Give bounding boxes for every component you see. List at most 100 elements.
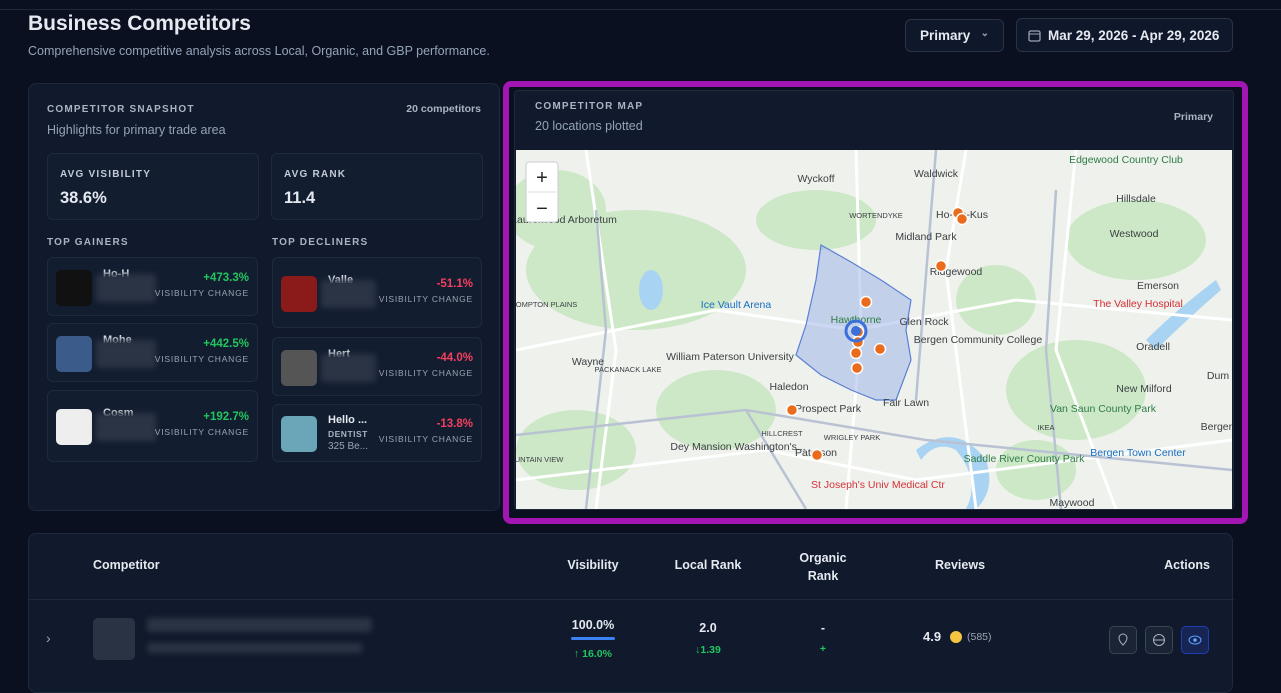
map-scope: Primary <box>1173 111 1213 123</box>
location-pin <box>810 448 824 462</box>
thumbnail <box>56 269 92 306</box>
map-label: Hillsdale <box>1116 193 1156 205</box>
redacted <box>96 273 156 302</box>
snapshot-card: COMPETITOR SNAPSHOT 20 competitors Highl… <box>28 83 500 511</box>
competitor-table <box>28 533 1234 693</box>
column-header: Competitor <box>93 558 160 572</box>
map-label: Saddle River County Park <box>964 453 1086 465</box>
map-label: Waldwick <box>914 168 959 180</box>
highlight-frame <box>503 81 1248 524</box>
thumbnail <box>56 335 92 372</box>
location-pin <box>849 346 863 360</box>
calendar-icon <box>1028 30 1041 42</box>
scope-label: Primary <box>920 28 971 43</box>
map-label: Bergen Town Center <box>1090 447 1186 459</box>
map-subheading: 20 locations plotted <box>535 119 643 133</box>
map-label: Emerson <box>1137 280 1179 292</box>
change-label: VISIBILITY CHANGE <box>154 353 249 364</box>
visibility-change: +473.3% <box>203 271 249 284</box>
local-rank: 2.0 <box>699 621 717 635</box>
competitor-count: 20 competitors <box>406 103 481 115</box>
map-label: Ice Vault Arena <box>701 299 772 311</box>
view-button[interactable] <box>1181 626 1209 654</box>
stat-value: 11.4 <box>284 189 316 207</box>
visibility-bar <box>571 637 615 640</box>
location-pin <box>934 259 948 273</box>
map-label: New Milford <box>1116 383 1172 395</box>
date-range: Mar 29, 2026 - Apr 29, 2026 <box>1048 28 1220 43</box>
mover-item: Ho-H+473.3%VISIBILITY CHANGE <box>47 257 258 316</box>
stat-value: 38.6% <box>60 189 107 207</box>
zoom-out[interactable]: − <box>536 198 548 220</box>
competitor-name: Hello ... <box>328 414 368 426</box>
thumbnail <box>281 349 317 386</box>
map-label: Maywood <box>1050 497 1095 509</box>
mover-item: Valle-51.1%VISIBILITY CHANGE <box>272 257 482 328</box>
address: 325 Be... <box>328 441 369 452</box>
snapshot-subheading: Highlights for primary trade area <box>47 123 226 137</box>
visibility-change: -51.1% <box>436 277 473 290</box>
location-pin <box>859 295 873 309</box>
map-label: Glen Rock <box>899 316 949 328</box>
mover-item: Cosm+192.7%VISIBILITY CHANGE <box>47 390 258 462</box>
page-subtitle: Comprehensive competitive analysis acros… <box>28 44 490 58</box>
map[interactable]: WyckoffWaldwickHo-Ho-KusWORTENDYKEMidlan… <box>516 150 1232 509</box>
map-label: WORTENDYKE <box>849 211 903 220</box>
thumbnail <box>281 275 317 312</box>
expand-chevron[interactable]: › <box>46 630 51 646</box>
column-header: Reviews <box>934 558 986 572</box>
mover-item: Mohe+442.5%VISIBILITY CHANGE <box>47 323 258 382</box>
visibility: 100.0% <box>571 618 615 632</box>
local-rank-change: ↓1.39 <box>695 644 721 656</box>
category: DENTIST <box>328 429 368 439</box>
map-label: WRIGLEY PARK <box>824 433 880 442</box>
map-label: HILLCREST <box>761 429 803 438</box>
snapshot-heading: COMPETITOR SNAPSHOT <box>47 104 195 115</box>
gainers-heading: TOP GAINERS <box>47 237 129 248</box>
thumbnail <box>281 416 317 452</box>
map-heading: COMPETITOR MAP <box>535 101 644 112</box>
mover-item: Hert-44.0%VISIBILITY CHANGE <box>272 337 482 396</box>
change-label: VISIBILITY CHANGE <box>154 427 249 437</box>
thumbnail <box>56 409 92 445</box>
map-label: Bergenf <box>1201 421 1232 433</box>
zoom-in[interactable]: + <box>536 167 548 189</box>
row-divider <box>29 599 1234 600</box>
visibility-change: -13.8% <box>436 418 473 430</box>
map-label: Westwood <box>1110 228 1159 240</box>
map-label: Dum <box>1207 370 1229 382</box>
redacted <box>96 339 156 368</box>
map-label: Oradell <box>1136 341 1170 353</box>
review-count: (585) <box>967 631 992 643</box>
change-label: VISIBILITY CHANGE <box>154 287 249 298</box>
location-pin <box>873 342 887 356</box>
map-label: Bergen Community College <box>914 334 1043 346</box>
column-header: Actions <box>1164 558 1210 572</box>
scope-dropdown[interactable]: Primary ⌄ <box>905 19 1004 52</box>
redacted <box>321 353 376 382</box>
mover-item: Hello ... DENTIST 325 Be... -13.8% VISIBILIT… <box>272 404 482 462</box>
redacted <box>321 279 376 308</box>
map-label: Prospect Park <box>795 403 862 415</box>
organic-rank-change: + <box>819 643 827 655</box>
map-label: Dey Mansion Washington's... <box>670 441 805 453</box>
visibility-change: +192.7% <box>203 411 249 423</box>
stat-box: AVG VISIBILITY 38.6% <box>47 153 259 220</box>
map-label: Midland Park <box>895 231 957 243</box>
map-pin-button[interactable] <box>1109 626 1137 654</box>
website-button[interactable] <box>1145 626 1173 654</box>
divider <box>0 9 1281 10</box>
thumbnail <box>93 618 135 660</box>
zoom-control: + − <box>525 161 559 223</box>
column-header: Organic Rank <box>799 551 847 583</box>
map-label: The Valley Hospital <box>1093 298 1183 310</box>
date-range-button[interactable]: Mar 29, 2026 - Apr 29, 2026 <box>1016 18 1233 52</box>
map-label: IKEA <box>1037 423 1054 432</box>
visibility-change: ↑ 16.0% <box>574 648 612 660</box>
map-label: Edgewood Country Club <box>1069 154 1183 166</box>
stat-label: AVG VISIBILITY <box>60 169 152 180</box>
visibility-change: -44.0% <box>436 351 473 364</box>
location-pin <box>785 403 799 417</box>
map-label: PACKANACK LAKE <box>595 365 662 374</box>
page-title: Business Competitors <box>28 12 251 35</box>
